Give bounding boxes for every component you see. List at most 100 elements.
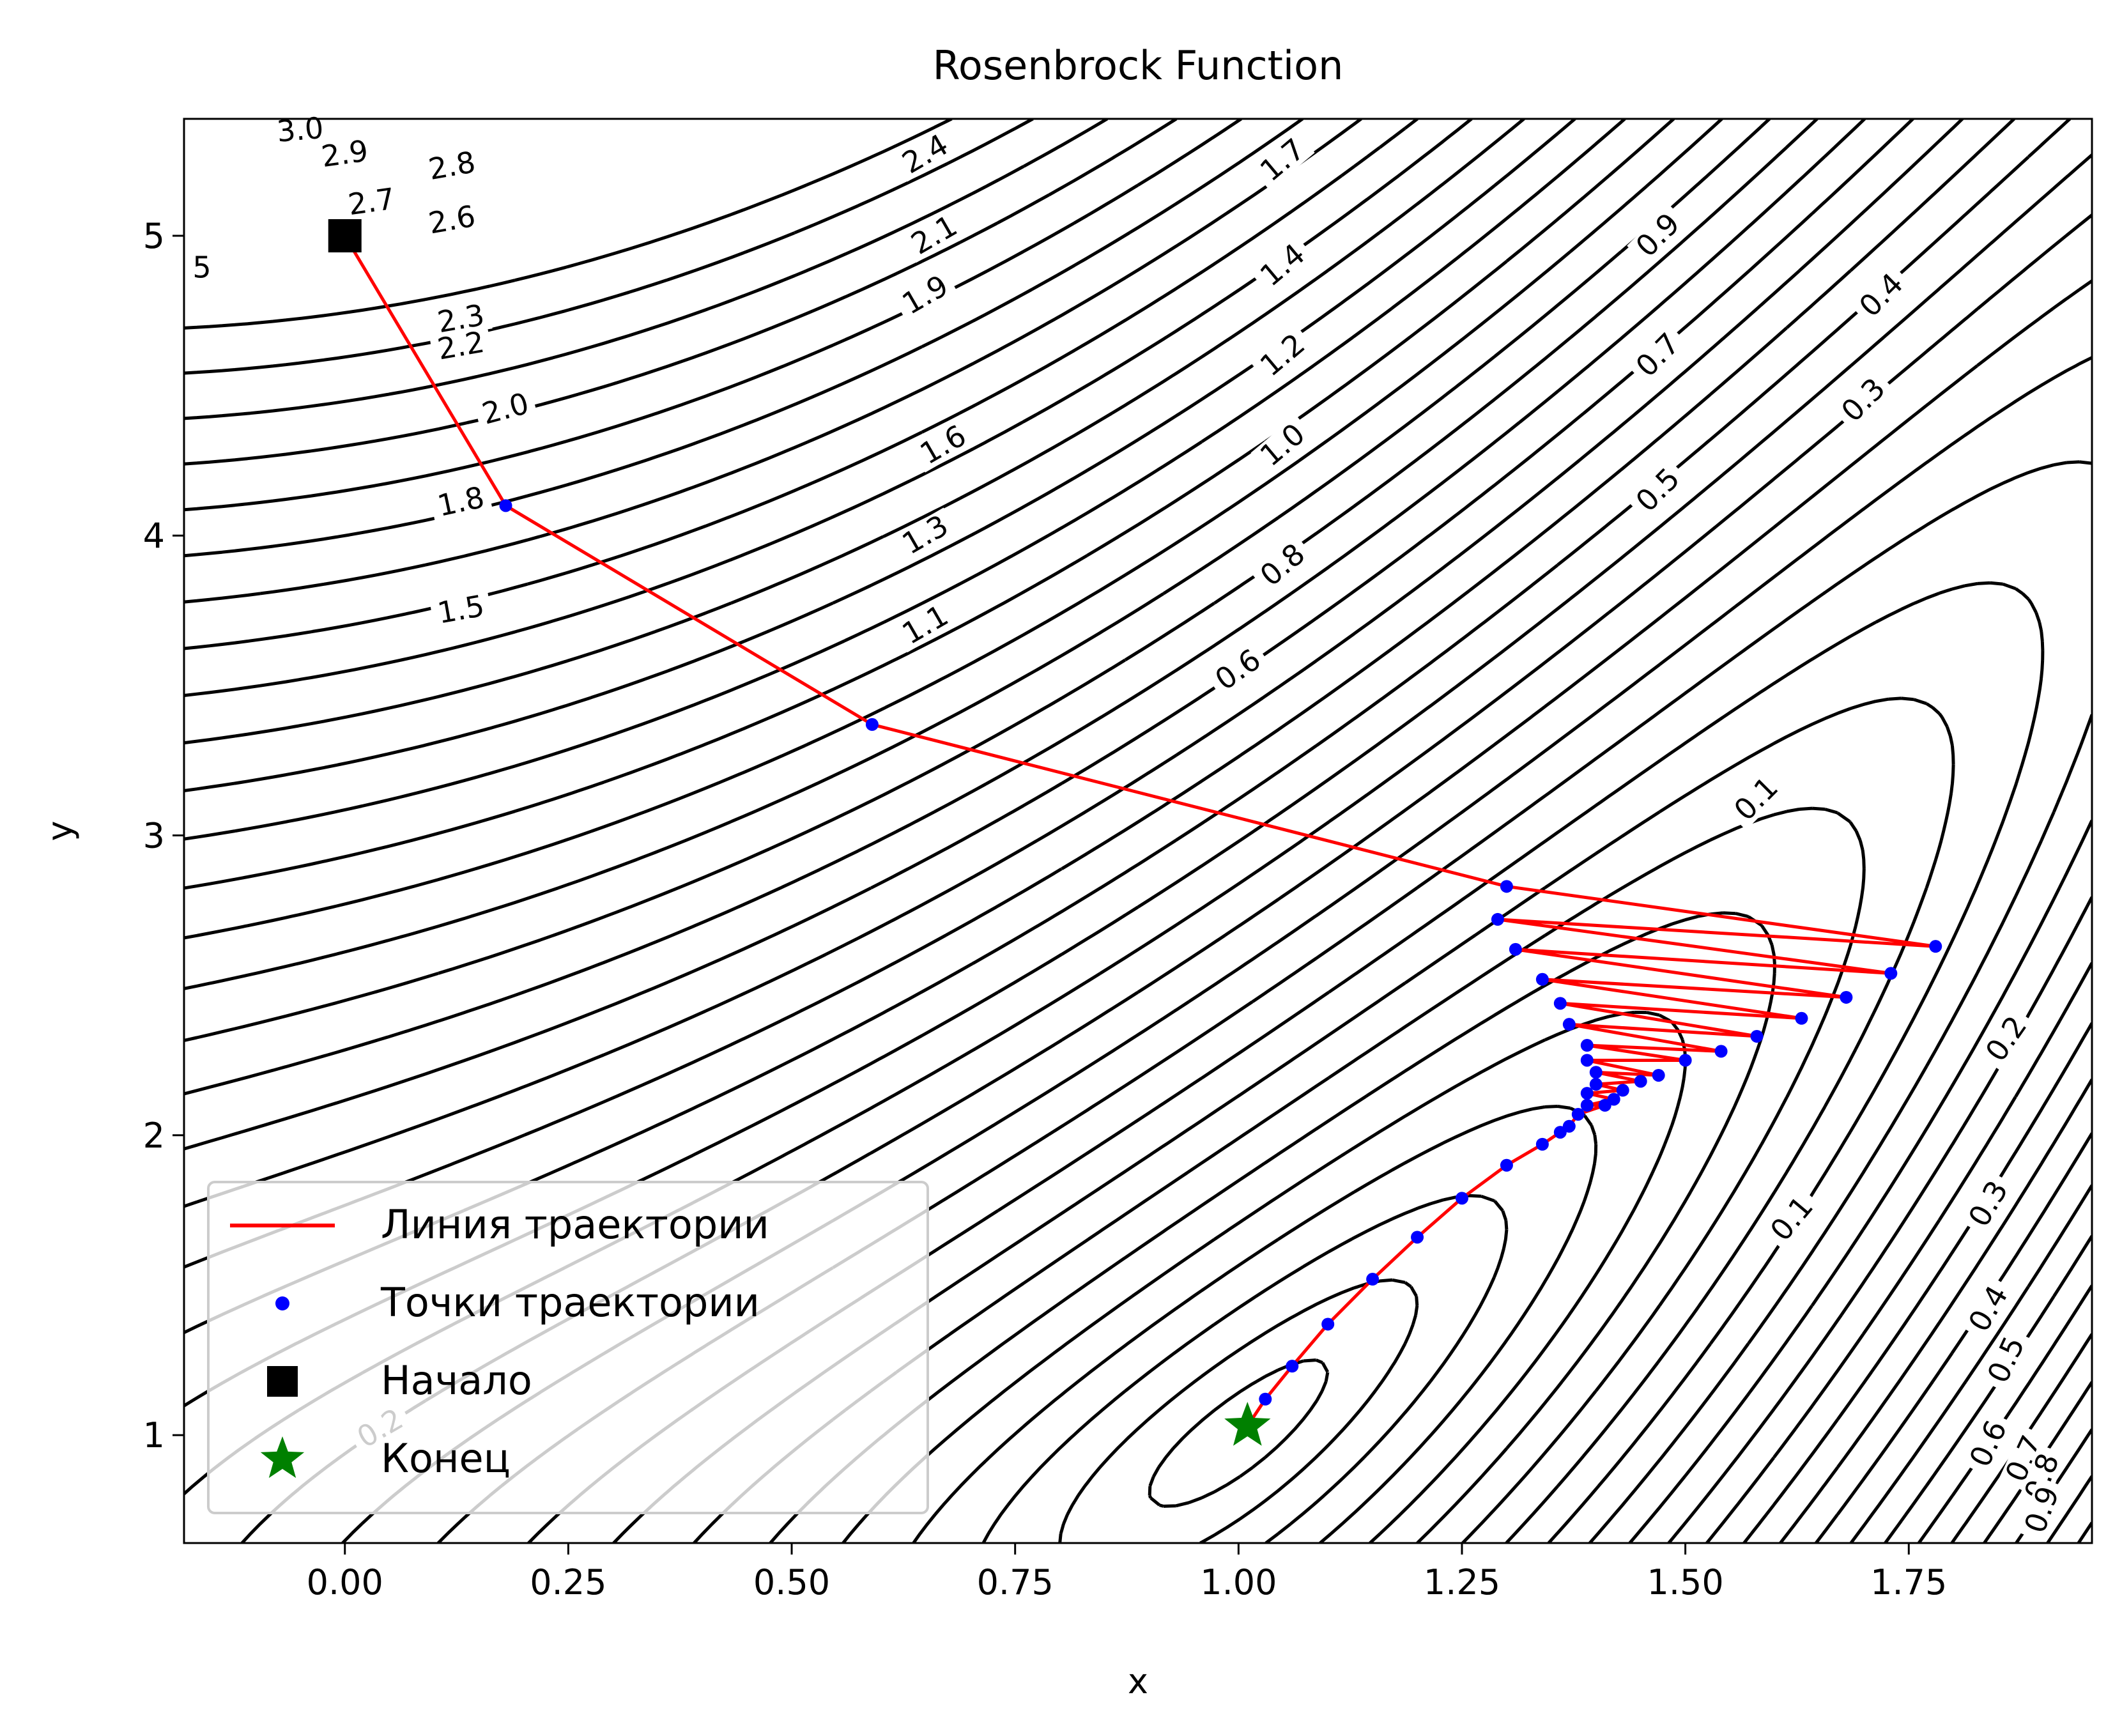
contour-label-text: 1.8 bbox=[434, 480, 488, 523]
trajectory-point bbox=[1652, 1068, 1665, 1082]
trajectory-point bbox=[1553, 1126, 1567, 1139]
trajectory-point bbox=[1679, 1054, 1692, 1067]
contour-label: 0.6 bbox=[1205, 641, 1271, 699]
trajectory-point bbox=[1589, 1078, 1603, 1091]
legend-entry: Точки траектории bbox=[275, 1279, 760, 1326]
x-axis-label: x bbox=[1128, 1661, 1148, 1701]
trajectory-point bbox=[1509, 942, 1522, 956]
contour-label-text: 2.0 bbox=[479, 386, 533, 431]
trajectory-point bbox=[1411, 1231, 1424, 1244]
legend-label: Начало bbox=[381, 1357, 532, 1404]
contour-label: 1.7 bbox=[1250, 130, 1315, 191]
trajectory-point bbox=[1884, 967, 1898, 980]
legend-entry: Линия траектории bbox=[230, 1201, 769, 1248]
contour-line bbox=[184, 119, 953, 330]
chart-title: Rosenbrock Function bbox=[933, 42, 1344, 89]
trajectory-point bbox=[1580, 1087, 1594, 1100]
contour-label: 2.7 bbox=[340, 181, 403, 222]
contour-line bbox=[1058, 1278, 1419, 1543]
y-tick-label: 1 bbox=[143, 1415, 165, 1456]
contour-label: 2.0 bbox=[473, 386, 538, 431]
trajectory-point bbox=[1553, 997, 1567, 1010]
end-marker bbox=[1224, 1402, 1271, 1446]
x-tick-label: 0.25 bbox=[530, 1562, 606, 1602]
trajectory-point bbox=[499, 499, 512, 512]
contour-line bbox=[1148, 1358, 1330, 1508]
contour-label: 1.3 bbox=[892, 507, 958, 563]
trajectory-point bbox=[1750, 1029, 1764, 1043]
trajectory-point bbox=[1535, 1137, 1549, 1151]
contour-line bbox=[912, 1105, 1598, 1543]
trajectory-point bbox=[1500, 880, 1513, 893]
legend: Линия траектории Точки траектории Начало Ко… bbox=[207, 1181, 929, 1514]
legend-label: Точки траектории bbox=[380, 1279, 760, 1326]
legend-label: Линия траектории bbox=[381, 1201, 769, 1248]
trajectory-point bbox=[1580, 1054, 1594, 1067]
trajectory-point bbox=[1598, 1098, 1611, 1112]
start-marker bbox=[328, 219, 362, 253]
trajectory-point bbox=[1616, 1084, 1629, 1097]
contour-line bbox=[184, 119, 1525, 745]
legend-dot-swatch bbox=[275, 1296, 289, 1310]
legend-square-swatch bbox=[267, 1366, 298, 1397]
trajectory-point bbox=[1259, 1392, 1272, 1406]
contour-line bbox=[184, 119, 2092, 1543]
contour-label: 1.5 bbox=[429, 588, 493, 631]
contour-label-text: 2.9 bbox=[319, 134, 370, 174]
contour-label: 2.2 bbox=[429, 325, 493, 367]
contour-label: 2.4 bbox=[892, 127, 958, 182]
x-tick-label: 1.75 bbox=[1870, 1562, 1947, 1602]
legend-label: Конец bbox=[381, 1435, 511, 1482]
trajectory-point bbox=[1580, 1098, 1594, 1112]
trajectory-point bbox=[1580, 1039, 1594, 1052]
contour-line bbox=[981, 1194, 1509, 1543]
trajectory-point bbox=[1321, 1317, 1335, 1331]
trajectory-point bbox=[1535, 972, 1549, 986]
contour-label: 2.6 bbox=[420, 199, 484, 241]
contour-label: 5 bbox=[188, 250, 215, 285]
x-tick-label: 0.00 bbox=[307, 1562, 383, 1602]
axes-frame bbox=[183, 118, 2093, 1544]
contour-label: 2.9 bbox=[313, 134, 376, 174]
x-tick-label: 0.50 bbox=[753, 1562, 830, 1602]
contour-label: 0.9 bbox=[1627, 204, 1689, 267]
contour-label: 0.1 bbox=[1762, 1187, 1822, 1251]
contour-label-text: 2.6 bbox=[426, 199, 478, 241]
contour-line bbox=[184, 119, 1576, 792]
trajectory-point bbox=[1286, 1360, 1299, 1373]
trajectory-point bbox=[1562, 1018, 1576, 1031]
contour-label: 1.8 bbox=[429, 480, 493, 523]
x-tick-label: 1.00 bbox=[1200, 1562, 1277, 1602]
contour-labels: 3.02.9 2.82.7 2.652.42.11.91.71.41.21.00.8… bbox=[188, 111, 2066, 1543]
trajectory-point bbox=[1840, 990, 1853, 1004]
contour-label: 0.8 bbox=[1250, 535, 1315, 595]
trajectory-point bbox=[1571, 1107, 1585, 1121]
contour-label-text: 1.5 bbox=[435, 588, 487, 631]
contour-label: 1.0 bbox=[1250, 415, 1315, 475]
y-tick-label: 4 bbox=[143, 516, 165, 556]
trajectory-point bbox=[1366, 1273, 1380, 1286]
contour-label: 2.8 bbox=[420, 144, 484, 187]
x-tick-label: 0.75 bbox=[977, 1562, 1054, 1602]
contour-line bbox=[184, 119, 2092, 1543]
x-tick-label: 1.50 bbox=[1647, 1562, 1724, 1602]
trajectory-point bbox=[1714, 1045, 1728, 1058]
contour-label: 0.1 bbox=[1725, 767, 1788, 831]
legend-entry: Начало bbox=[267, 1357, 532, 1404]
contour-label: 1.2 bbox=[1250, 325, 1315, 386]
trajectory-point bbox=[1500, 1158, 1513, 1172]
trajectory-point bbox=[1929, 940, 1942, 953]
contour-label-text: 2.7 bbox=[346, 181, 397, 222]
y-tick-label: 2 bbox=[143, 1116, 165, 1156]
contour-line bbox=[184, 119, 2092, 1543]
contour-label-text: 2.2 bbox=[435, 325, 487, 367]
contour-label: 3.0 bbox=[269, 111, 331, 149]
contour-line bbox=[184, 119, 1109, 420]
contour-label-text: 3.0 bbox=[275, 111, 325, 149]
contour-line bbox=[184, 119, 2092, 1543]
x-tick-label: 1.25 bbox=[1424, 1562, 1500, 1602]
legend-box bbox=[207, 1181, 929, 1514]
trajectory-point bbox=[1634, 1075, 1647, 1088]
